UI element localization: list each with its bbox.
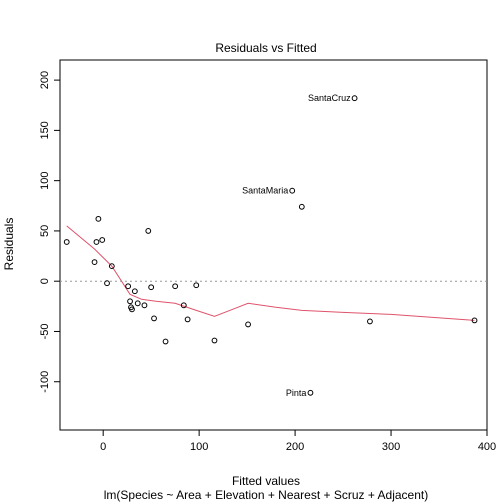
point-annotation: SantaCruz xyxy=(308,93,351,103)
data-point xyxy=(99,237,106,243)
data-point xyxy=(95,215,102,222)
data-point xyxy=(245,321,251,328)
data-point xyxy=(134,300,141,307)
y-tick-label: 200 xyxy=(39,71,51,89)
y-tick-label: 50 xyxy=(39,225,51,237)
data-point xyxy=(108,263,115,270)
data-point xyxy=(91,259,98,265)
y-axis-label: Residuals xyxy=(2,218,16,271)
plot-area: 0 100 200 300 400 -100 -50 0 50 100 150 200 SantaMar… xyxy=(39,59,496,453)
data-point xyxy=(298,203,305,210)
data-point xyxy=(145,228,152,234)
data-point xyxy=(471,317,478,324)
data-point xyxy=(63,239,70,245)
data-point xyxy=(289,187,296,194)
data-point xyxy=(211,337,218,344)
data-point xyxy=(148,284,155,291)
point-annotation: Pinta xyxy=(286,388,307,398)
x-axis-label: Fitted values xyxy=(232,474,300,488)
data-point xyxy=(127,298,133,305)
data-point xyxy=(141,302,148,309)
data-point xyxy=(162,338,169,345)
data-point xyxy=(104,280,110,287)
smooth-line xyxy=(66,225,475,321)
data-point xyxy=(184,316,191,323)
data-point xyxy=(131,288,138,295)
y-tick-label: 100 xyxy=(39,171,51,189)
data-point xyxy=(129,306,135,313)
y-tick-label: 150 xyxy=(39,121,51,139)
chart-title: Residuals vs Fitted xyxy=(215,41,316,55)
x-tick-label: 0 xyxy=(100,441,106,453)
y-tick-label: 0 xyxy=(39,278,51,284)
data-point xyxy=(151,315,157,322)
y-tick-label: -50 xyxy=(39,324,51,340)
y-tick-label: -100 xyxy=(39,371,51,393)
data-point xyxy=(125,283,132,290)
x-tick-label: 400 xyxy=(478,441,496,453)
x-tick-label: 200 xyxy=(286,441,304,453)
data-point xyxy=(351,95,358,102)
x-axis-sublabel: lm(Species ~ Area + Elevation + Nearest … xyxy=(104,488,429,502)
data-point xyxy=(180,302,187,309)
data-point xyxy=(307,389,314,396)
data-point xyxy=(193,282,200,289)
data-point xyxy=(93,239,100,245)
x-tick-label: 100 xyxy=(190,441,208,453)
data-point xyxy=(367,318,373,325)
data-point xyxy=(172,283,179,290)
plot-frame xyxy=(59,59,488,431)
point-annotation: SantaMaria xyxy=(242,186,288,196)
x-tick-label: 300 xyxy=(382,441,400,453)
